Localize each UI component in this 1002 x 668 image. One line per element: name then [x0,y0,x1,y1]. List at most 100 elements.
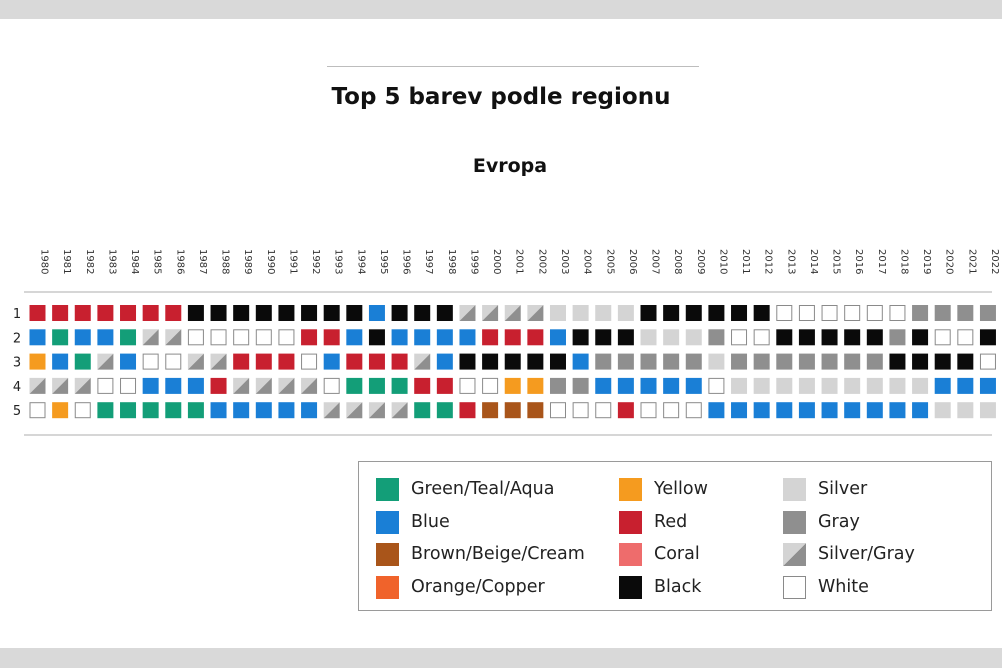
color-cell [844,377,861,394]
color-cell [391,402,408,419]
color-cell [844,329,861,346]
legend-label: Silver [818,479,868,499]
color-cell [323,329,340,346]
color-cell [165,353,182,370]
color-cell [142,402,159,419]
year-tick-label: 2022 [989,249,1000,274]
color-cell [979,329,996,346]
color-cell [436,305,453,321]
color-cell [572,305,589,321]
color-cell [187,377,204,394]
color-cell [142,305,159,321]
color-cell [346,377,363,394]
rank-label: 2 [13,331,21,346]
color-cell [640,353,657,370]
color-cell [346,305,363,321]
color-cell [708,305,725,321]
color-cell [889,377,906,394]
color-cell [301,353,318,370]
color-cell [436,353,453,370]
color-cell [165,377,182,394]
color-cell [640,402,657,419]
color-cell [74,353,91,370]
color-cell [821,353,838,370]
color-cell [301,402,318,419]
color-cell [414,377,431,394]
color-cell [798,353,815,370]
color-cell [617,377,634,394]
year-tick-label: 1984 [129,249,140,274]
color-cell [120,377,137,394]
color-cell [436,377,453,394]
color-cell [233,353,250,370]
color-cell [798,402,815,419]
color-cell [504,402,521,419]
color-cell [663,377,680,394]
color-cell [346,353,363,370]
color-cell [549,329,566,346]
color-cell [120,329,137,346]
color-cell [210,305,227,321]
color-cell [391,353,408,370]
color-cell [301,329,318,346]
color-cell [912,353,929,370]
color-cell [527,402,544,419]
color-cell [617,353,634,370]
color-cell [391,305,408,321]
year-tick-label: 2012 [763,249,774,274]
color-cell [255,353,272,370]
color-cell [685,305,702,321]
legend-label: Yellow [654,479,708,499]
year-tick-label: 1987 [197,249,208,274]
color-cell [97,329,114,346]
color-cell [957,329,974,346]
color-cell [708,402,725,419]
legend-label: Orange/Copper [411,576,545,597]
year-tick-label: 2017 [876,249,887,274]
color-cell [640,377,657,394]
legend-swatch [783,575,806,599]
color-cell [934,402,951,419]
color-cell [52,329,69,346]
color-cell [255,402,272,419]
color-cell [368,377,385,394]
legend-swatch [783,478,806,501]
year-tick-label: 2020 [944,249,955,274]
color-cell [979,377,996,394]
color-cell [74,305,91,321]
color-cell [323,353,340,370]
year-tick-label: 2015 [831,249,842,274]
color-cell [52,377,69,394]
color-cell [482,353,499,370]
year-tick-label: 1981 [61,249,72,274]
color-cell [866,353,883,370]
color-cell [640,329,657,346]
color-cell [572,329,589,346]
color-cell [957,305,974,321]
color-cell [391,329,408,346]
color-cell [866,402,883,419]
color-cell [459,353,476,370]
year-tick-label: 1997 [423,249,434,274]
color-cell [889,353,906,370]
color-cell [120,305,137,321]
color-cell [187,402,204,419]
color-cell [549,402,566,419]
color-cell [346,402,363,419]
color-cell [731,329,748,346]
color-cell [301,377,318,394]
color-cell [504,329,521,346]
legend-swatch [619,543,642,566]
color-cell [572,377,589,394]
legend-label: Gray [818,511,860,532]
color-cell [663,353,680,370]
color-cell [844,305,861,321]
legend-swatch [376,575,399,599]
year-tick-label: 2009 [695,249,706,274]
color-cell [368,353,385,370]
color-cell [323,402,340,419]
color-cell [74,377,91,394]
color-cell [210,377,227,394]
year-tick-label: 1999 [468,249,479,274]
color-cell [957,353,974,370]
